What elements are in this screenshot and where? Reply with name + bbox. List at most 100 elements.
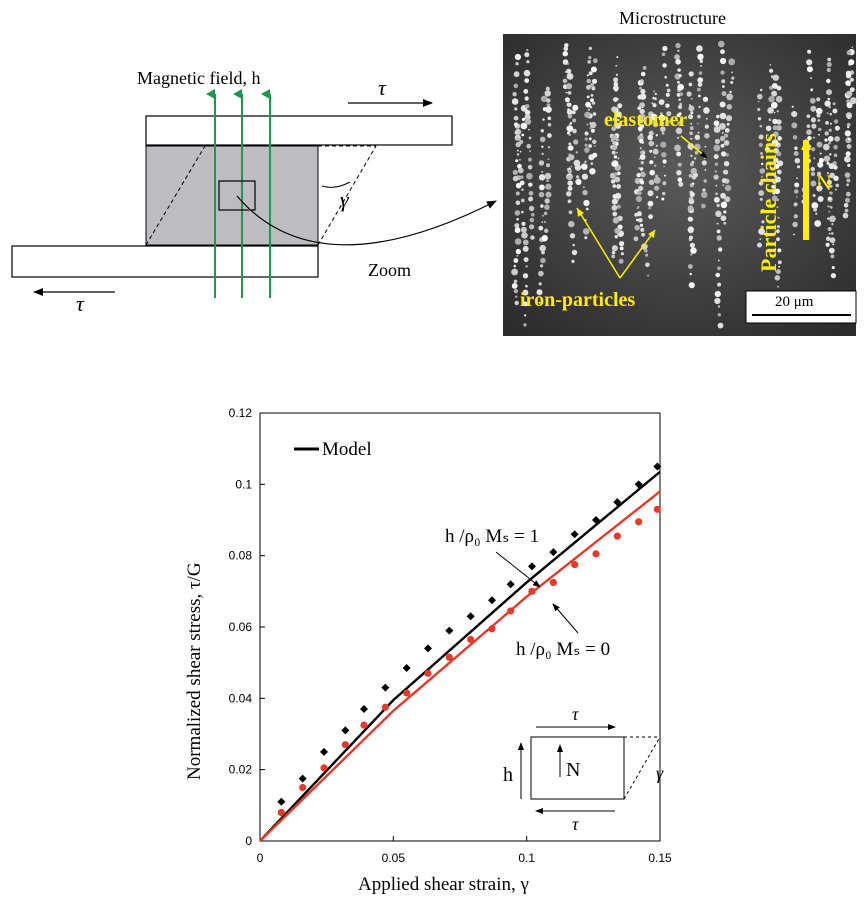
iron-particle — [850, 97, 857, 105]
iron-particle — [729, 90, 732, 94]
iron-particle — [516, 149, 519, 152]
iron-particle — [582, 189, 588, 196]
iron-particle — [529, 150, 531, 153]
iron-particle — [568, 154, 575, 161]
data-point-h0 — [381, 703, 389, 711]
iron-particle — [614, 227, 621, 234]
iron-particle — [665, 92, 670, 97]
iron-particle — [778, 265, 780, 268]
iron-particle — [524, 52, 530, 58]
iron-particle — [813, 207, 817, 212]
iron-particle — [540, 95, 548, 103]
iron-particle — [772, 191, 776, 195]
iron-particle — [526, 143, 531, 149]
iron-particle — [828, 128, 832, 132]
data-point-h0 — [320, 764, 328, 772]
iron-particle — [581, 173, 589, 180]
iron-particle — [689, 131, 693, 136]
iron-particle — [584, 111, 591, 119]
iron-particle — [817, 161, 824, 168]
iron-particle — [613, 97, 618, 102]
iron-particle — [826, 179, 832, 185]
iron-particle — [611, 150, 616, 155]
iron-particle — [724, 127, 730, 133]
iron-particle — [697, 77, 704, 83]
iron-particle — [648, 179, 655, 185]
iron-particle — [811, 202, 819, 209]
iron-particle — [813, 157, 816, 160]
iron-particle — [611, 126, 617, 132]
iron-particle — [726, 93, 733, 101]
iron-particle — [662, 45, 668, 52]
iron-particle — [617, 199, 619, 201]
iron-particle — [651, 102, 654, 104]
iron-particle — [546, 98, 551, 103]
iron-particle — [648, 140, 655, 147]
iron-particle — [540, 264, 544, 268]
iron-particle — [648, 130, 654, 136]
data-point-h0 — [571, 560, 579, 569]
iron-particle — [662, 181, 667, 186]
iron-particle — [846, 178, 851, 183]
iron-particle — [567, 192, 571, 196]
iron-particle — [566, 68, 572, 74]
iron-particle — [818, 127, 822, 132]
iron-particle — [701, 160, 707, 166]
iron-particle — [689, 235, 693, 240]
iron-particle — [760, 209, 765, 213]
iron-particle — [524, 314, 527, 317]
iron-particle — [776, 125, 782, 131]
iron-particle — [660, 126, 666, 132]
iron-particle — [810, 88, 814, 92]
iron-particle — [698, 71, 703, 75]
iron-particle — [772, 178, 778, 184]
iron-particle — [759, 238, 762, 241]
iron-particle — [686, 91, 692, 97]
iron-particle — [516, 137, 520, 141]
iron-particle — [675, 42, 681, 49]
iron-particle — [638, 218, 643, 223]
iron-particle — [659, 121, 665, 126]
iron-particle — [540, 257, 546, 264]
iron-particle — [827, 205, 830, 208]
iron-particle — [845, 151, 851, 157]
iron-particle — [652, 103, 657, 108]
iron-particle — [515, 159, 519, 163]
iron-particle — [640, 113, 646, 119]
iron-particle — [703, 179, 707, 183]
iron-particle — [830, 232, 834, 235]
iron-particle — [698, 105, 701, 109]
iron-particle — [716, 235, 722, 241]
x-axis: 0 0.05 0.1 0.15 — [257, 836, 672, 865]
iron-particle — [677, 68, 681, 72]
iron-particle — [714, 196, 720, 203]
iron-particle — [612, 140, 617, 145]
iron-particle — [582, 228, 590, 235]
iron-particle — [832, 108, 838, 114]
iron-particle — [544, 90, 551, 97]
iron-particle — [846, 183, 849, 187]
iron-particle — [713, 144, 721, 152]
iron-particle — [828, 247, 835, 254]
iron-particle — [666, 111, 672, 117]
elastomer-pointer — [680, 135, 708, 159]
iron-particle — [520, 175, 524, 179]
iron-particle — [590, 94, 594, 97]
iron-particle — [697, 87, 701, 92]
iron-particle — [619, 246, 624, 251]
iron-particle — [806, 129, 812, 135]
iron-particle — [515, 248, 522, 255]
iron-particle — [730, 81, 734, 84]
iron-particle — [811, 123, 817, 129]
schematic-gamma: γ — [340, 187, 350, 212]
iron-particle — [636, 207, 639, 210]
iron-particle — [591, 78, 598, 84]
iron-particle — [640, 71, 646, 77]
iron-particle — [522, 239, 529, 246]
iron-particle — [612, 184, 617, 188]
iron-particle — [581, 163, 588, 170]
iron-particle — [761, 175, 763, 178]
iron-particle — [776, 169, 782, 175]
iron-particle — [823, 155, 831, 162]
iron-particle — [721, 91, 727, 97]
